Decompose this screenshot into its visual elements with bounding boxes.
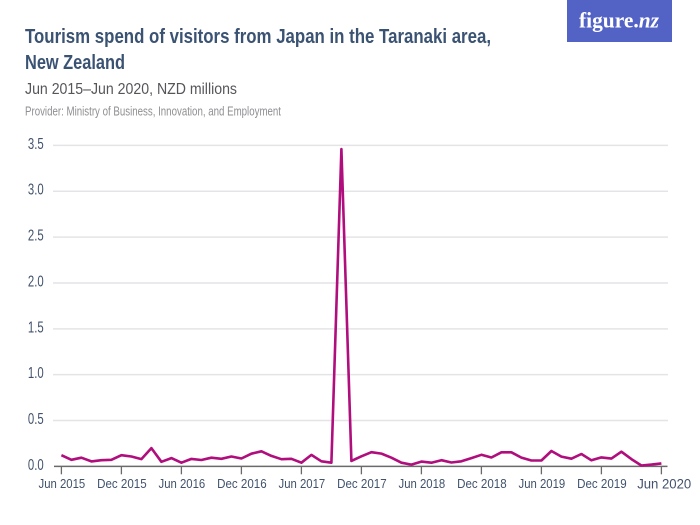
- svg-text:0.5: 0.5: [28, 411, 44, 428]
- svg-text:Provider: Ministry of Business: Provider: Ministry of Business, Innovati…: [25, 104, 281, 119]
- svg-text:Jun 2016: Jun 2016: [159, 476, 206, 491]
- svg-text:Jun 2015–Jun 2020, NZD million: Jun 2015–Jun 2020, NZD millions: [25, 81, 237, 98]
- svg-text:3.5: 3.5: [28, 136, 44, 153]
- svg-text:3.0: 3.0: [28, 182, 44, 199]
- svg-text:Dec 2017: Dec 2017: [337, 476, 387, 491]
- svg-text:Dec 2016: Dec 2016: [217, 476, 267, 491]
- svg-text:figure.nz: figure.nz: [579, 7, 659, 32]
- svg-text:Jun 2015: Jun 2015: [39, 476, 86, 491]
- svg-text:Jun 2018: Jun 2018: [399, 476, 446, 491]
- svg-text:Jun 2017: Jun 2017: [279, 476, 326, 491]
- svg-text:0.0: 0.0: [28, 457, 44, 474]
- svg-text:Dec 2015: Dec 2015: [97, 476, 147, 491]
- svg-text:Jun 2020: Jun 2020: [637, 476, 691, 491]
- svg-text:Dec 2019: Dec 2019: [577, 476, 627, 491]
- svg-text:1.0: 1.0: [28, 365, 44, 382]
- svg-text:Jun 2019: Jun 2019: [519, 476, 566, 491]
- svg-text:1.5: 1.5: [28, 319, 44, 336]
- svg-text:2.5: 2.5: [28, 228, 44, 245]
- svg-text:New Zealand: New Zealand: [25, 52, 125, 74]
- svg-text:2.0: 2.0: [28, 273, 44, 290]
- svg-text:Tourism spend of visitors from: Tourism spend of visitors from Japan in …: [25, 26, 491, 48]
- svg-text:Dec 2018: Dec 2018: [457, 476, 507, 491]
